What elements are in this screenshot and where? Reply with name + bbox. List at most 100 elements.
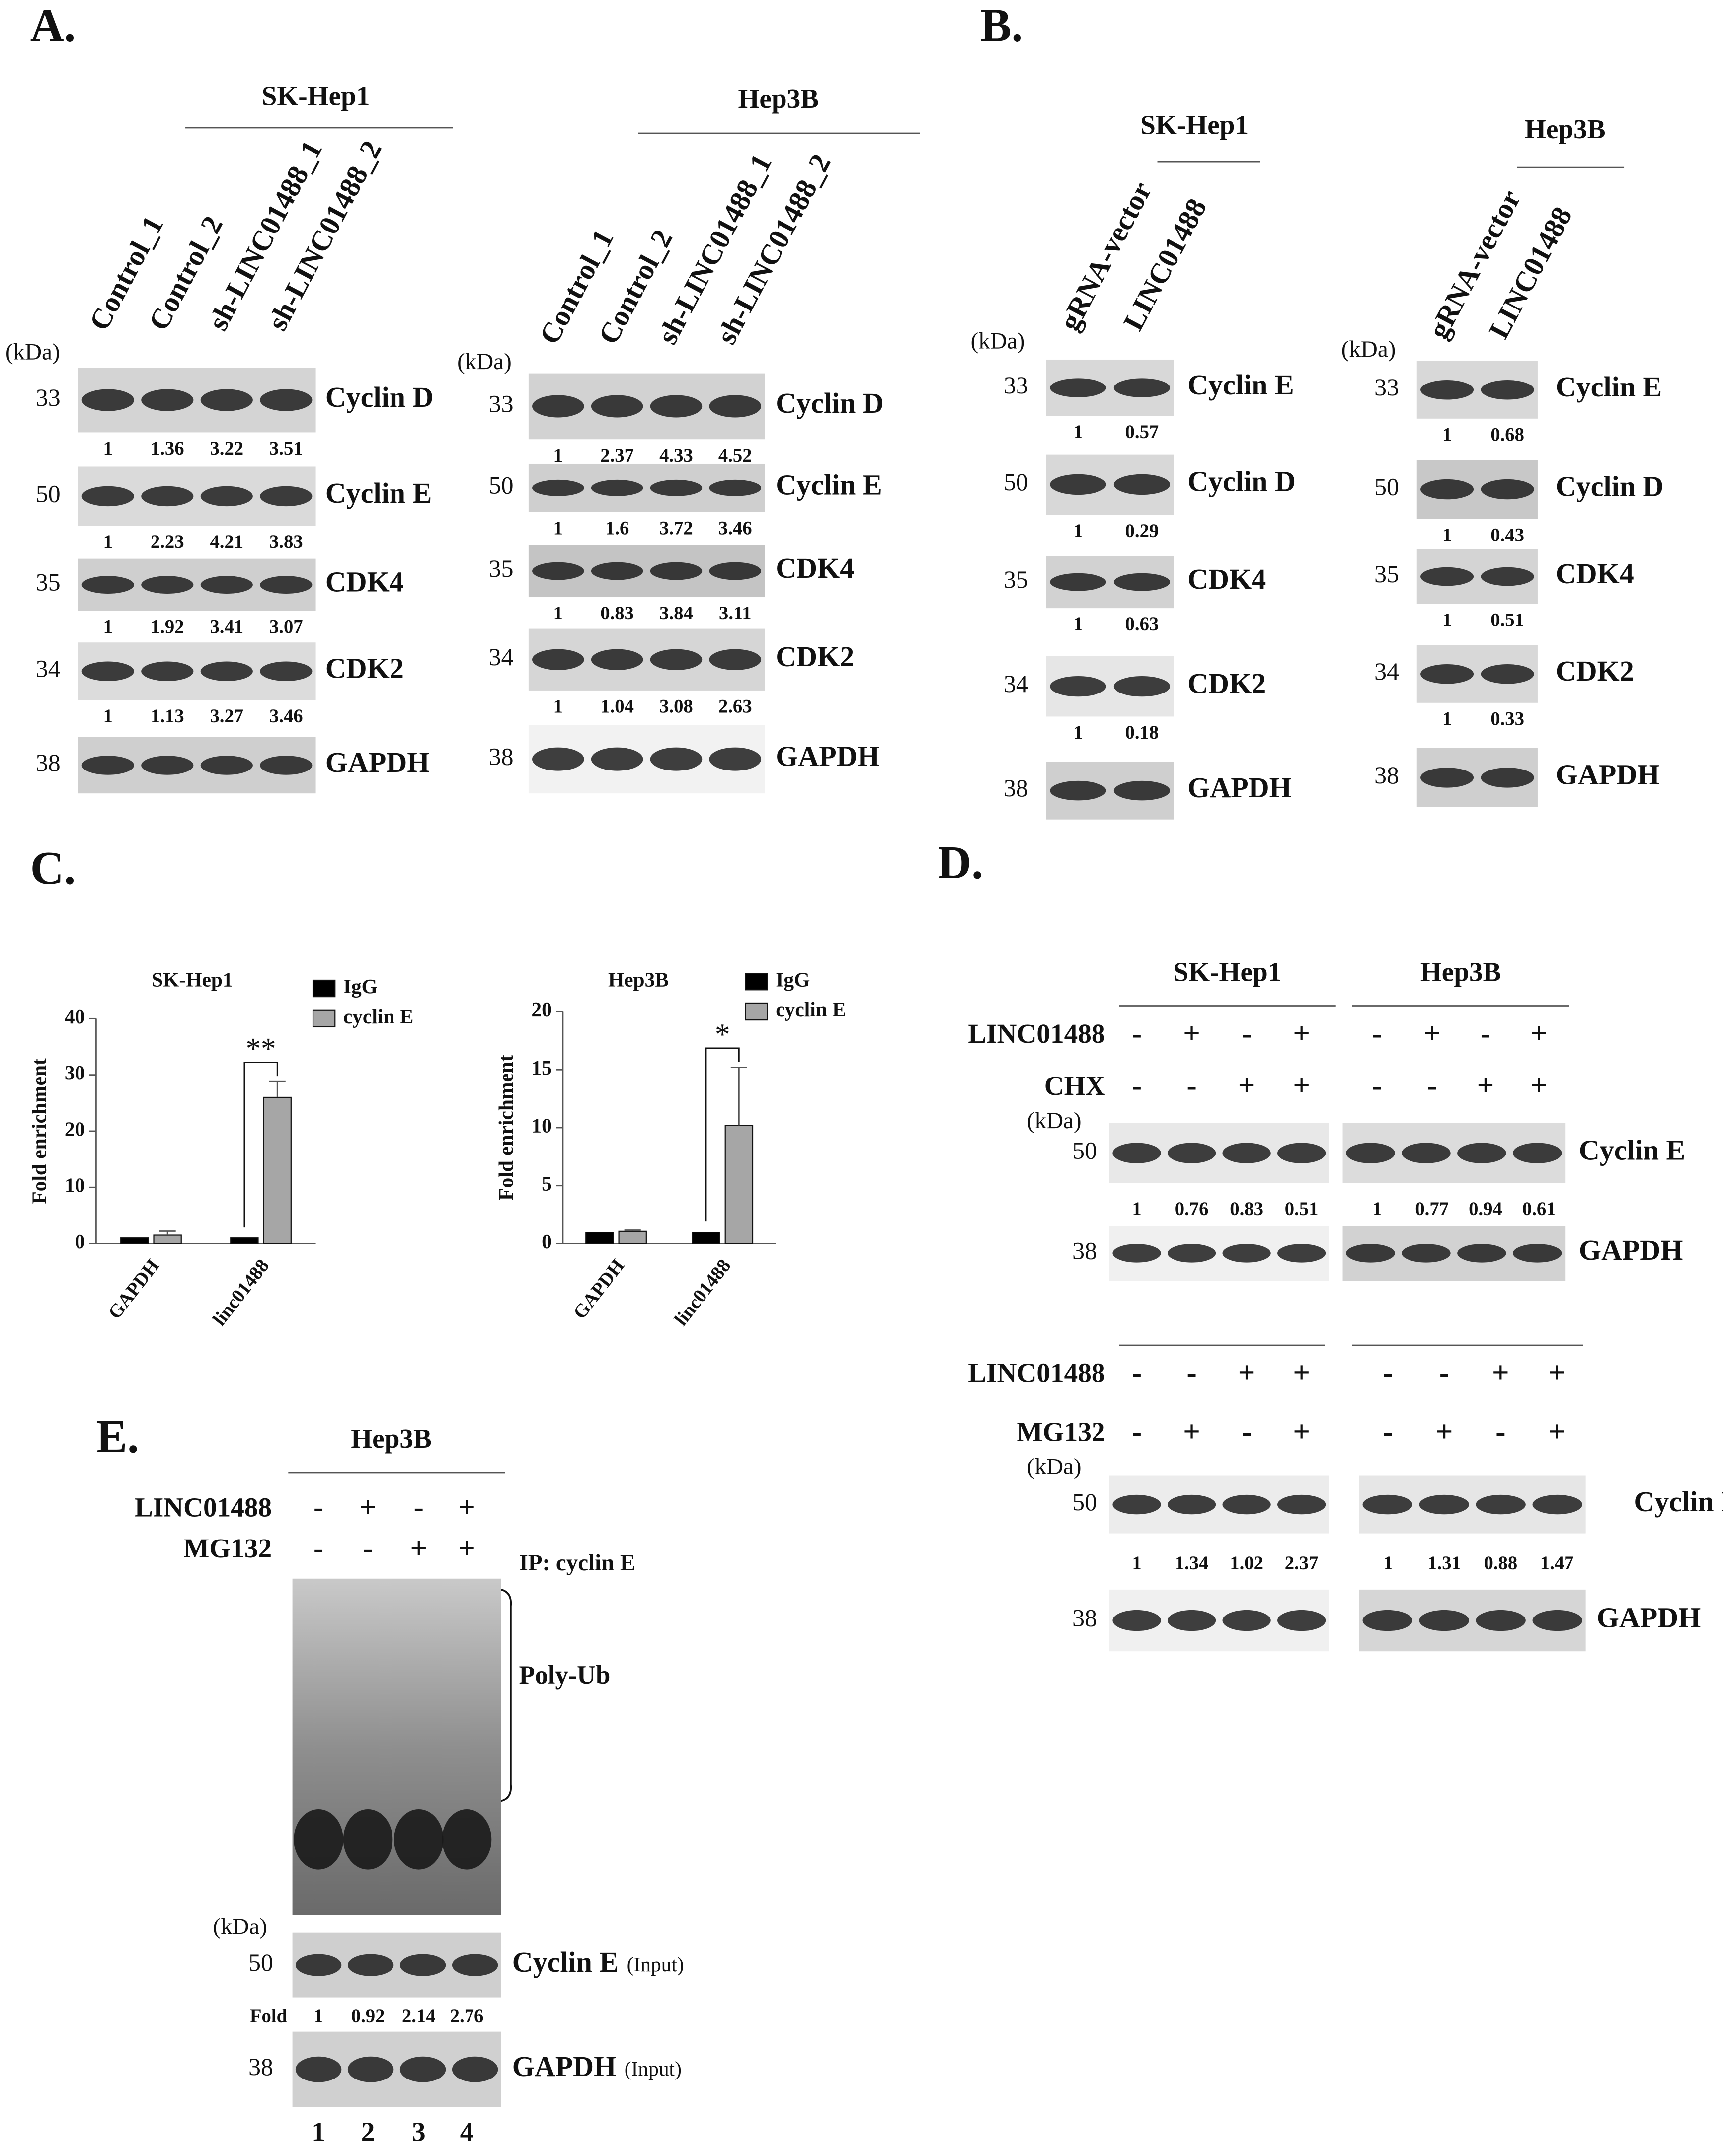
treatment-label: LINC01488 xyxy=(135,1492,272,1522)
treatment-sign: + xyxy=(1293,1069,1310,1102)
quantification: 1 xyxy=(103,532,113,552)
legend-label: cyclin E xyxy=(343,1005,414,1028)
band xyxy=(1222,1494,1271,1515)
band xyxy=(1167,1610,1216,1631)
treatment-sign: - xyxy=(1132,1415,1142,1449)
band xyxy=(1346,1244,1395,1263)
band xyxy=(591,395,643,418)
quantification: 0.76 xyxy=(1175,1199,1209,1220)
kda: 38 xyxy=(489,743,514,770)
band xyxy=(1277,1244,1326,1263)
kda: 38 xyxy=(1072,1237,1097,1264)
treatment-sign: + xyxy=(1492,1356,1509,1389)
quantification: 1.6 xyxy=(605,518,629,539)
bar xyxy=(724,1125,754,1244)
band xyxy=(141,486,194,507)
legend-label: IgG xyxy=(343,975,378,998)
quantification: 1.04 xyxy=(600,696,634,717)
band xyxy=(200,756,253,775)
protein-label: Cyclin D xyxy=(1556,470,1664,502)
band xyxy=(1050,378,1106,397)
kda: 35 xyxy=(1374,560,1399,588)
kda: 50 xyxy=(1072,1488,1097,1516)
quantification: 0.77 xyxy=(1415,1199,1449,1220)
quantification: 1.92 xyxy=(151,616,184,637)
treatment-sign: - xyxy=(1186,1069,1196,1102)
protein-label: Cyclin E xyxy=(512,1946,619,1978)
band xyxy=(1513,1143,1562,1163)
quantification: 3.83 xyxy=(269,532,303,552)
quantification: 0.51 xyxy=(1490,610,1524,631)
band xyxy=(1222,1143,1271,1163)
treatment-sign: + xyxy=(1293,1017,1310,1050)
treatment-sign: - xyxy=(1242,1017,1252,1050)
cell-line: Hep3B xyxy=(738,83,819,114)
band xyxy=(1222,1610,1271,1631)
treatment-sign: - xyxy=(1439,1356,1449,1389)
quantification: 1 xyxy=(1073,614,1083,635)
kda: 38 xyxy=(36,749,61,776)
quantification: 1 xyxy=(103,438,113,459)
quantification: 1.47 xyxy=(1540,1553,1574,1574)
band xyxy=(650,747,703,771)
band xyxy=(532,479,584,496)
quantification: 1.36 xyxy=(151,438,184,459)
band xyxy=(81,389,134,411)
kda: 50 xyxy=(489,472,514,499)
protein-label: CDK2 xyxy=(1187,667,1266,699)
band xyxy=(532,649,584,670)
cell-line: Hep3B xyxy=(1525,114,1606,144)
band xyxy=(709,562,762,580)
quantification: 0.88 xyxy=(1484,1553,1517,1574)
band xyxy=(709,479,762,496)
quantification: 2.14 xyxy=(402,2006,436,2027)
quantification: 3.11 xyxy=(719,603,752,624)
treatment-sign: - xyxy=(363,1532,373,1565)
legend-label: IgG xyxy=(776,968,810,991)
y-tick-label: 0 xyxy=(75,1230,85,1253)
lane-number: 4 xyxy=(460,2117,474,2147)
kda: 33 xyxy=(1004,372,1028,399)
treatment-sign: - xyxy=(1495,1415,1505,1449)
smear-label: Poly-Ub xyxy=(519,1661,611,1690)
significance: * xyxy=(715,1018,730,1051)
band xyxy=(1277,1143,1326,1163)
band xyxy=(1362,1610,1412,1631)
y-tick-label: 0 xyxy=(542,1230,552,1253)
protein-label: CDK4 xyxy=(325,565,404,598)
band xyxy=(1277,1610,1326,1631)
ip-label: IP: cyclin E xyxy=(519,1550,636,1576)
error-bar xyxy=(159,1230,176,1235)
treatment-sign: + xyxy=(1530,1017,1548,1050)
bar xyxy=(585,1232,614,1244)
kda: 38 xyxy=(248,2053,273,2080)
band xyxy=(591,479,643,496)
quantification: 3.27 xyxy=(210,706,243,727)
bar xyxy=(263,1096,292,1244)
treatment-sign: + xyxy=(1548,1356,1566,1389)
treatment-sign: - xyxy=(1372,1069,1382,1102)
legend-swatch xyxy=(745,1002,768,1021)
band xyxy=(709,649,762,670)
band xyxy=(591,562,643,580)
treatment-sign: - xyxy=(1132,1356,1142,1389)
treatment-sign: + xyxy=(458,1532,475,1565)
band xyxy=(650,562,703,580)
band xyxy=(1113,676,1170,697)
cell-line: Hep3B xyxy=(351,1423,432,1454)
cell-line: Hep3B xyxy=(1420,957,1501,987)
treatment-sign: + xyxy=(1183,1415,1200,1449)
protein-label: Cyclin D xyxy=(776,387,884,419)
treatment-sign: - xyxy=(1186,1356,1196,1389)
quantification: 2.63 xyxy=(718,696,752,717)
quantification: 0.63 xyxy=(1125,614,1159,635)
lane-number: 1 xyxy=(312,2117,325,2147)
bar xyxy=(230,1237,259,1244)
quantification: 0.92 xyxy=(351,2006,385,2027)
kda: 33 xyxy=(1374,374,1399,401)
treatment-label: LINC01488 xyxy=(968,1357,1105,1387)
quant-label: Fold xyxy=(250,2006,288,2027)
y-tick-label: 15 xyxy=(531,1056,551,1079)
band xyxy=(399,2056,446,2082)
band xyxy=(1481,479,1534,500)
